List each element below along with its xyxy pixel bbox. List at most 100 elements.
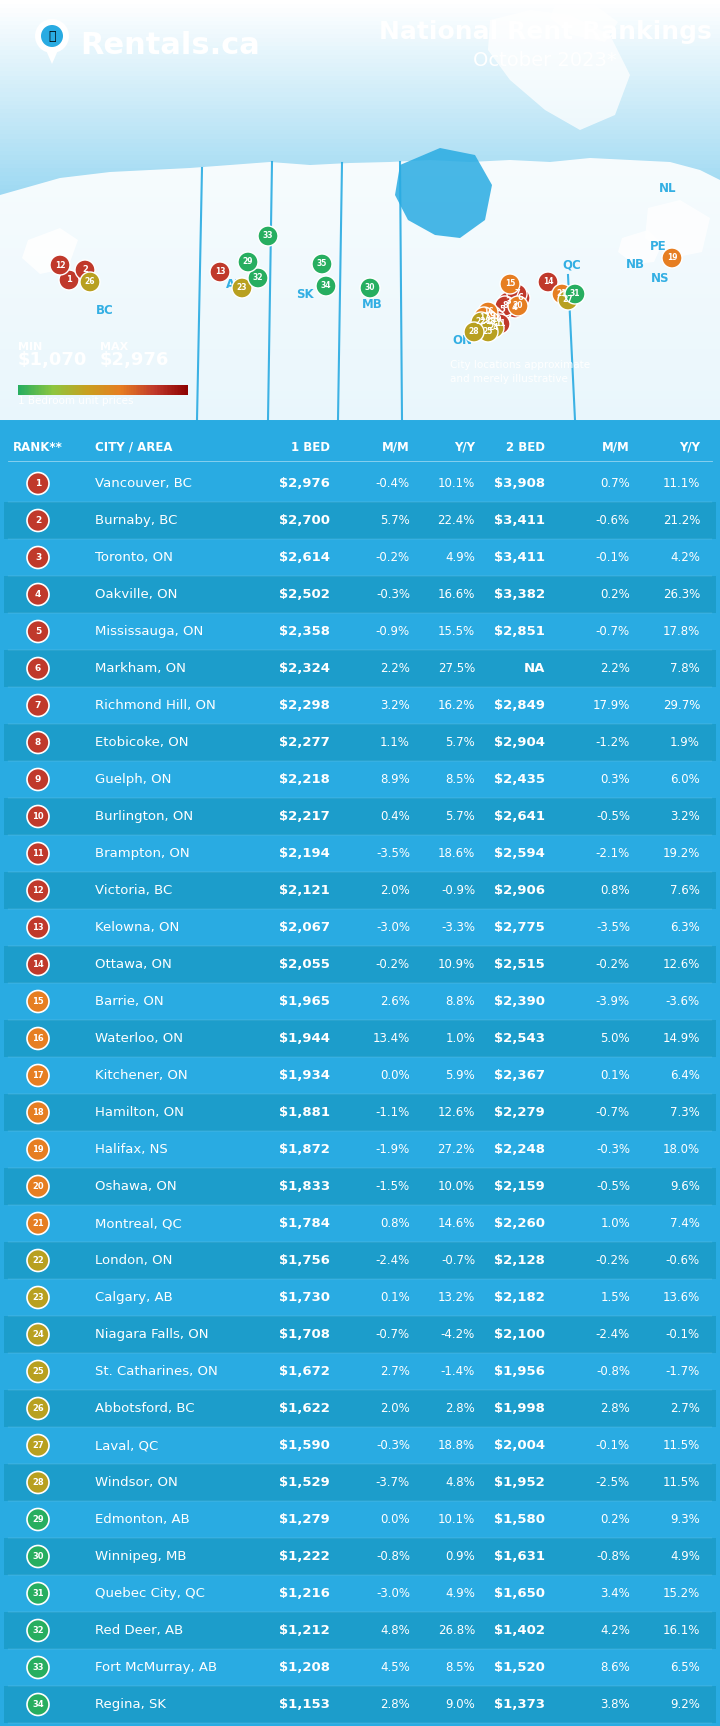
Circle shape (27, 842, 49, 865)
FancyBboxPatch shape (69, 385, 71, 395)
FancyBboxPatch shape (132, 385, 135, 395)
Text: 11: 11 (495, 319, 505, 328)
Text: -0.4%: -0.4% (376, 476, 410, 490)
Text: 10: 10 (491, 316, 501, 324)
FancyBboxPatch shape (166, 385, 167, 395)
Text: 4.8%: 4.8% (380, 1624, 410, 1636)
Text: 3.4%: 3.4% (600, 1586, 630, 1600)
Text: 25: 25 (32, 1367, 44, 1376)
Text: 11.5%: 11.5% (662, 1439, 700, 1452)
Text: 1: 1 (66, 276, 72, 285)
Circle shape (316, 276, 336, 295)
Text: 18.0%: 18.0% (663, 1143, 700, 1156)
FancyBboxPatch shape (126, 385, 127, 395)
FancyBboxPatch shape (125, 385, 126, 395)
Text: $1,650: $1,650 (494, 1586, 545, 1600)
Text: 12.6%: 12.6% (438, 1106, 475, 1118)
FancyBboxPatch shape (117, 385, 119, 395)
FancyBboxPatch shape (53, 385, 55, 395)
Text: 1.0%: 1.0% (600, 1217, 630, 1231)
Text: -0.8%: -0.8% (596, 1365, 630, 1377)
FancyBboxPatch shape (50, 385, 53, 395)
Circle shape (508, 295, 528, 316)
Text: 0.2%: 0.2% (600, 589, 630, 601)
Text: $1,672: $1,672 (279, 1365, 330, 1377)
FancyBboxPatch shape (131, 385, 133, 395)
FancyBboxPatch shape (71, 385, 72, 395)
Text: 14: 14 (543, 278, 553, 287)
Text: Edmonton, AB: Edmonton, AB (95, 1514, 190, 1526)
FancyBboxPatch shape (35, 385, 37, 395)
FancyBboxPatch shape (0, 399, 720, 404)
Text: -0.2%: -0.2% (596, 958, 630, 972)
FancyBboxPatch shape (0, 117, 720, 123)
Circle shape (27, 658, 49, 680)
Text: $2,260: $2,260 (494, 1217, 545, 1231)
Text: 18.8%: 18.8% (438, 1439, 475, 1452)
FancyBboxPatch shape (147, 385, 148, 395)
Text: 13: 13 (215, 268, 225, 276)
Text: $1,622: $1,622 (279, 1402, 330, 1415)
Circle shape (80, 273, 100, 292)
Text: 9: 9 (35, 775, 41, 784)
FancyBboxPatch shape (81, 385, 82, 395)
Text: 9.2%: 9.2% (670, 1698, 700, 1710)
FancyBboxPatch shape (153, 385, 154, 395)
FancyBboxPatch shape (0, 0, 720, 5)
FancyBboxPatch shape (0, 375, 720, 380)
Text: 1: 1 (35, 480, 41, 488)
Text: 31: 31 (570, 290, 580, 299)
FancyBboxPatch shape (90, 385, 92, 395)
Polygon shape (645, 200, 710, 257)
Text: $2,515: $2,515 (494, 958, 545, 972)
FancyBboxPatch shape (0, 387, 720, 392)
FancyBboxPatch shape (113, 385, 114, 395)
Text: MAX: MAX (100, 342, 128, 352)
Text: -0.8%: -0.8% (376, 1550, 410, 1564)
Text: NS: NS (651, 271, 670, 285)
Circle shape (27, 621, 49, 642)
FancyBboxPatch shape (4, 946, 716, 984)
FancyBboxPatch shape (184, 385, 186, 395)
Text: 14: 14 (32, 960, 44, 968)
Text: $2,358: $2,358 (279, 625, 330, 639)
Circle shape (552, 285, 572, 304)
Circle shape (27, 1286, 49, 1308)
FancyBboxPatch shape (0, 299, 720, 304)
Text: 3: 3 (35, 552, 41, 563)
Text: Halifax, NS: Halifax, NS (95, 1143, 168, 1156)
Text: Mississauga, ON: Mississauga, ON (95, 625, 203, 639)
Text: -3.0%: -3.0% (376, 922, 410, 934)
Text: 5.0%: 5.0% (600, 1032, 630, 1044)
Text: Waterloo, ON: Waterloo, ON (95, 1032, 183, 1044)
Text: $2,594: $2,594 (494, 847, 545, 860)
Polygon shape (395, 148, 492, 238)
Text: $1,934: $1,934 (279, 1068, 330, 1082)
Text: PE: PE (649, 240, 666, 252)
Text: 5.7%: 5.7% (380, 514, 410, 526)
FancyBboxPatch shape (119, 385, 120, 395)
Circle shape (500, 274, 520, 293)
Circle shape (360, 278, 380, 299)
FancyBboxPatch shape (0, 93, 720, 98)
Circle shape (27, 806, 49, 827)
FancyBboxPatch shape (154, 385, 156, 395)
FancyBboxPatch shape (93, 385, 95, 395)
Circle shape (27, 1175, 49, 1198)
Text: 5: 5 (499, 306, 505, 314)
Text: 20: 20 (513, 302, 523, 311)
Text: $2,182: $2,182 (494, 1291, 545, 1305)
Text: -2.5%: -2.5% (596, 1476, 630, 1490)
Text: $3,411: $3,411 (494, 514, 545, 526)
Text: MIN: MIN (18, 342, 42, 352)
FancyBboxPatch shape (4, 687, 716, 723)
Text: $1,952: $1,952 (494, 1476, 545, 1490)
Circle shape (232, 278, 252, 299)
Text: 11: 11 (32, 849, 44, 858)
FancyBboxPatch shape (19, 385, 21, 395)
Text: 28: 28 (469, 328, 480, 337)
Text: -3.5%: -3.5% (596, 922, 630, 934)
Text: 17: 17 (479, 312, 490, 321)
FancyBboxPatch shape (135, 385, 138, 395)
FancyBboxPatch shape (0, 3, 720, 9)
